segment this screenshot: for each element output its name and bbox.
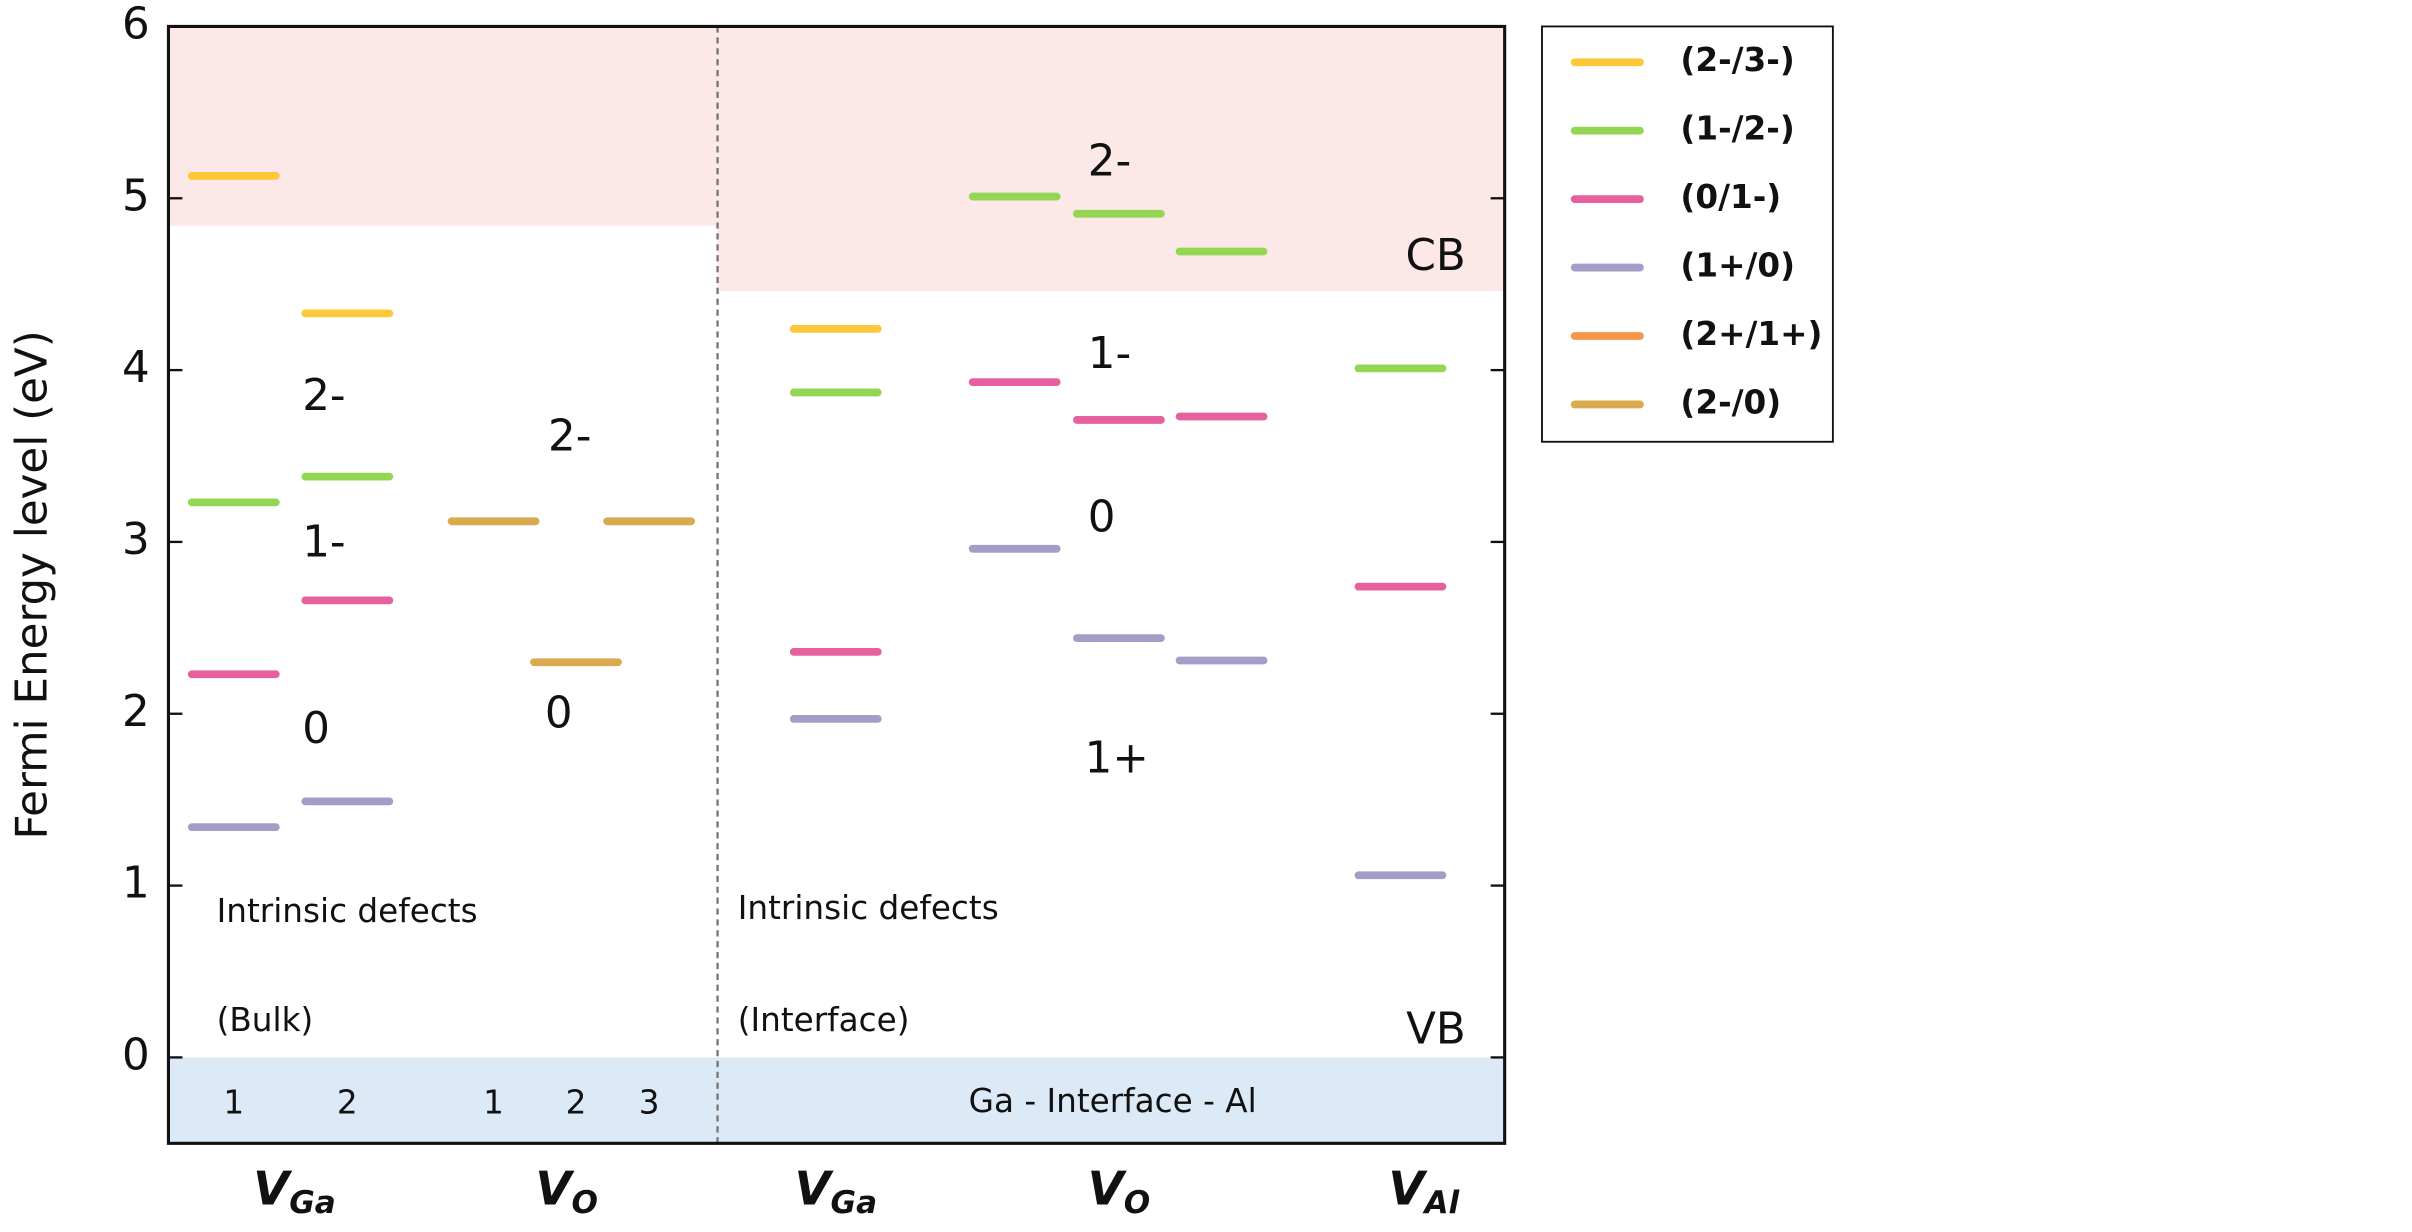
- plot-frame: [166, 24, 1507, 1145]
- annotation: 2-: [302, 371, 345, 421]
- annotation: 0: [1088, 493, 1116, 543]
- annotation: (Bulk): [217, 1001, 314, 1039]
- legend-box: [1541, 25, 1834, 443]
- group-main: V: [794, 1162, 834, 1216]
- y-tick-label: 2: [122, 687, 150, 737]
- annotation: 1-: [1088, 329, 1131, 379]
- group-label: VGa: [794, 1162, 877, 1221]
- legend-label: (2+/1+): [1680, 315, 1822, 353]
- y-tick-label: 0: [122, 1030, 150, 1080]
- group-label: VAl: [1388, 1162, 1460, 1221]
- group-label: VO: [1088, 1162, 1151, 1221]
- cb-band-bulk: [168, 26, 718, 226]
- column-label: 2: [566, 1083, 587, 1121]
- legend-label: (1-/2-): [1680, 110, 1794, 148]
- group-sub: Ga: [289, 1185, 336, 1221]
- annotation: 2-: [1088, 136, 1131, 186]
- annotation: 2-: [548, 412, 591, 462]
- y-axis-label: Fermi Energy level (eV): [8, 330, 58, 839]
- column-label: 3: [639, 1083, 660, 1121]
- group-main: V: [1088, 1162, 1128, 1216]
- group-sub: O: [1124, 1185, 1150, 1221]
- annotation: 0: [302, 704, 330, 754]
- annotation: 1-: [302, 517, 345, 567]
- group-label: VO: [535, 1162, 598, 1221]
- group-main: V: [535, 1162, 575, 1216]
- group-sub: Ga: [831, 1185, 878, 1221]
- y-tick-label: 6: [122, 0, 150, 49]
- group-main: V: [253, 1162, 293, 1216]
- group-label: VGa: [253, 1162, 336, 1221]
- y-tick-label: 1: [122, 859, 150, 909]
- legend-label: (2-/0): [1680, 383, 1781, 421]
- annotation: Intrinsic defects: [738, 889, 999, 927]
- y-tick-label: 5: [122, 171, 150, 221]
- group-main: V: [1388, 1162, 1428, 1216]
- annotation: Ga - Interface - Al: [969, 1082, 1257, 1120]
- column-label: 1: [223, 1083, 244, 1121]
- annotation: VB: [1406, 1004, 1466, 1054]
- group-sub: O: [571, 1185, 597, 1221]
- column-label: 1: [483, 1083, 504, 1121]
- legend-label: (2-/3-): [1680, 41, 1794, 79]
- legend-label: (0/1-): [1680, 178, 1781, 216]
- y-tick-label: 3: [122, 515, 150, 565]
- annotation: Intrinsic defects: [217, 892, 478, 930]
- annotation: 0: [545, 689, 573, 739]
- column-label: 2: [337, 1083, 358, 1121]
- vb-band: [168, 1057, 1505, 1144]
- annotation: 1+: [1085, 734, 1149, 784]
- group-sub: Al: [1421, 1185, 1460, 1221]
- cb-band-interface: [717, 26, 1505, 292]
- annotation: CB: [1405, 231, 1465, 281]
- y-tick-label: 4: [122, 343, 150, 393]
- annotation: (Interface): [738, 1001, 910, 1039]
- legend-label: (1+/0): [1680, 247, 1795, 285]
